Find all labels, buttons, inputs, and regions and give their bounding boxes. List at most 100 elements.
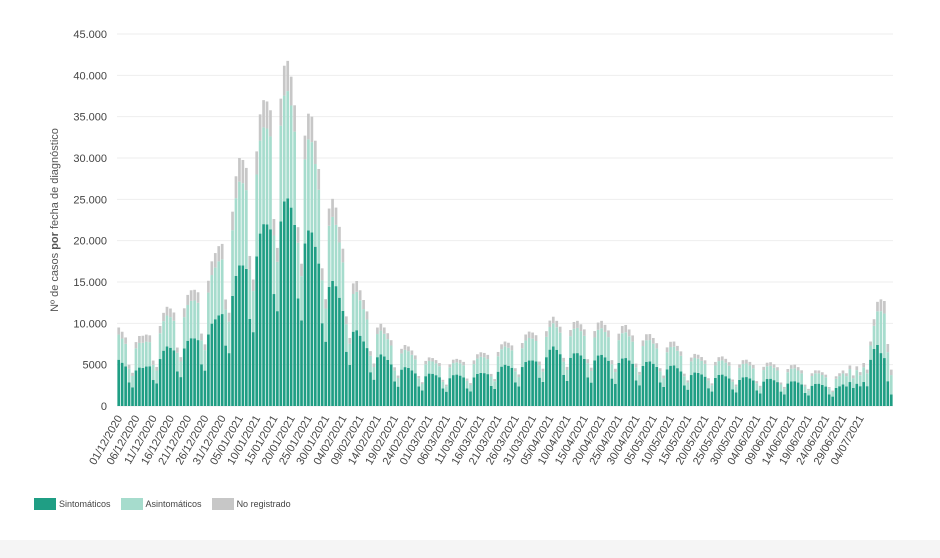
bar-sintomaticos [672, 365, 676, 406]
chart: 0 5000 10.000 15.000 20.000 25.000 30.000 35.00… [49, 29, 893, 468]
bar-asintomaticos [396, 377, 400, 387]
bar-sintomaticos [824, 386, 828, 406]
bar-no-registrado [138, 335, 141, 343]
bar-no-registrado [748, 361, 752, 366]
bar-sintomaticos [727, 378, 731, 406]
y-tick-label: 10.000 [73, 318, 107, 330]
bar-asintomaticos [451, 363, 455, 376]
bar-no-registrado [545, 331, 548, 337]
legend-swatch [34, 498, 56, 510]
bar-sintomaticos [448, 378, 452, 406]
bar-no-registrado [510, 345, 514, 351]
bar-no-registrado [134, 342, 138, 349]
bar-asintomaticos [776, 370, 779, 383]
bar-sintomaticos [793, 381, 797, 406]
bar-asintomaticos [524, 340, 528, 363]
bar-asintomaticos [369, 355, 372, 373]
bar-no-registrado [538, 361, 541, 366]
bar-no-registrado [462, 361, 465, 366]
bar-asintomaticos [620, 333, 624, 359]
bar-no-registrado [396, 375, 400, 378]
bar-sintomaticos [731, 389, 734, 406]
bar-sintomaticos [355, 330, 359, 406]
bar-asintomaticos [845, 376, 848, 387]
bar-sintomaticos [241, 265, 245, 406]
legend-label: Sintomáticos [59, 499, 111, 509]
bar-sintomaticos [341, 310, 345, 406]
legend-item-no-registrado[interactable]: No registrado [211, 498, 291, 510]
bar-no-registrado [783, 386, 786, 389]
x-axis: 01/12/202006/12/202011/12/202016/12/2020… [87, 414, 866, 468]
bar-no-registrado [727, 362, 731, 366]
bar-no-registrado [731, 379, 734, 382]
bar-no-registrado [655, 343, 659, 349]
bar-sintomaticos [424, 376, 428, 406]
bar-sintomaticos [400, 369, 403, 406]
bar-asintomaticos [493, 381, 496, 389]
bar-sintomaticos [758, 393, 762, 406]
bar-no-registrado [120, 331, 124, 339]
bar-sintomaticos [510, 367, 514, 406]
bar-no-registrado [772, 364, 776, 368]
bar-sintomaticos [620, 358, 624, 406]
bar-sintomaticos [696, 372, 700, 406]
bar-asintomaticos [572, 328, 576, 354]
y-tick-label: 45.000 [73, 29, 107, 41]
legend-item-sintomaticos[interactable]: Sintomáticos [34, 498, 111, 510]
bar-no-registrado [382, 327, 386, 334]
bar-no-registrado [700, 357, 703, 361]
bar-no-registrado [814, 370, 817, 374]
bar-no-registrado [803, 384, 807, 387]
bar-sintomaticos [227, 353, 231, 406]
bar-asintomaticos [455, 362, 459, 375]
legend-label: Asintomáticos [145, 499, 202, 509]
legend-item-asintomaticos[interactable]: Asintomáticos [120, 498, 202, 510]
bar-no-registrado [472, 360, 476, 365]
bar-no-registrado [445, 384, 448, 387]
bar-no-registrado [831, 390, 834, 392]
bar-sintomaticos [117, 359, 121, 406]
bar-asintomaticos [727, 365, 731, 379]
bar-asintomaticos [596, 329, 600, 356]
bar-no-registrado [679, 351, 683, 356]
bar-asintomaticos [562, 361, 565, 375]
bar-no-registrado [579, 324, 583, 332]
bar-asintomaticos [234, 198, 238, 276]
bar-asintomaticos [427, 360, 431, 374]
bar-asintomaticos [755, 383, 759, 391]
bar-sintomaticos [872, 348, 876, 406]
bar-no-registrado [741, 360, 745, 364]
bar-asintomaticos [207, 292, 210, 335]
bar-asintomaticos [748, 365, 752, 379]
bar-sintomaticos [665, 369, 669, 406]
bar-asintomaticos [417, 378, 421, 387]
bar-asintomaticos [889, 375, 893, 395]
bar-no-registrado [286, 60, 290, 92]
bar-no-registrado [582, 329, 586, 336]
bar-asintomaticos [876, 311, 879, 345]
bar-sintomaticos [482, 373, 486, 406]
bar-no-registrado [389, 340, 393, 346]
bar-asintomaticos [593, 337, 597, 361]
bar-no-registrado [779, 382, 783, 385]
bar-no-registrado [465, 378, 469, 381]
bar-sintomaticos [244, 268, 248, 406]
bar-sintomaticos [127, 382, 131, 406]
bar-no-registrado [834, 376, 838, 379]
bar-sintomaticos [527, 360, 531, 406]
bar-no-registrado [227, 312, 231, 322]
bar-sintomaticos [800, 384, 803, 406]
bar-asintomaticos [655, 348, 659, 367]
bar-sintomaticos [562, 374, 565, 406]
bar-asintomaticos [607, 337, 610, 361]
bar-sintomaticos [331, 281, 334, 406]
bar-asintomaticos [372, 367, 376, 380]
bar-sintomaticos [545, 357, 548, 406]
bar-sintomaticos [289, 207, 293, 406]
bar-no-registrado [141, 335, 145, 343]
bar-no-registrado [634, 363, 638, 368]
bar-asintomaticos [658, 371, 662, 383]
bar-sintomaticos [520, 367, 524, 406]
bar-no-registrado [393, 367, 396, 371]
bar-sintomaticos [286, 198, 290, 406]
